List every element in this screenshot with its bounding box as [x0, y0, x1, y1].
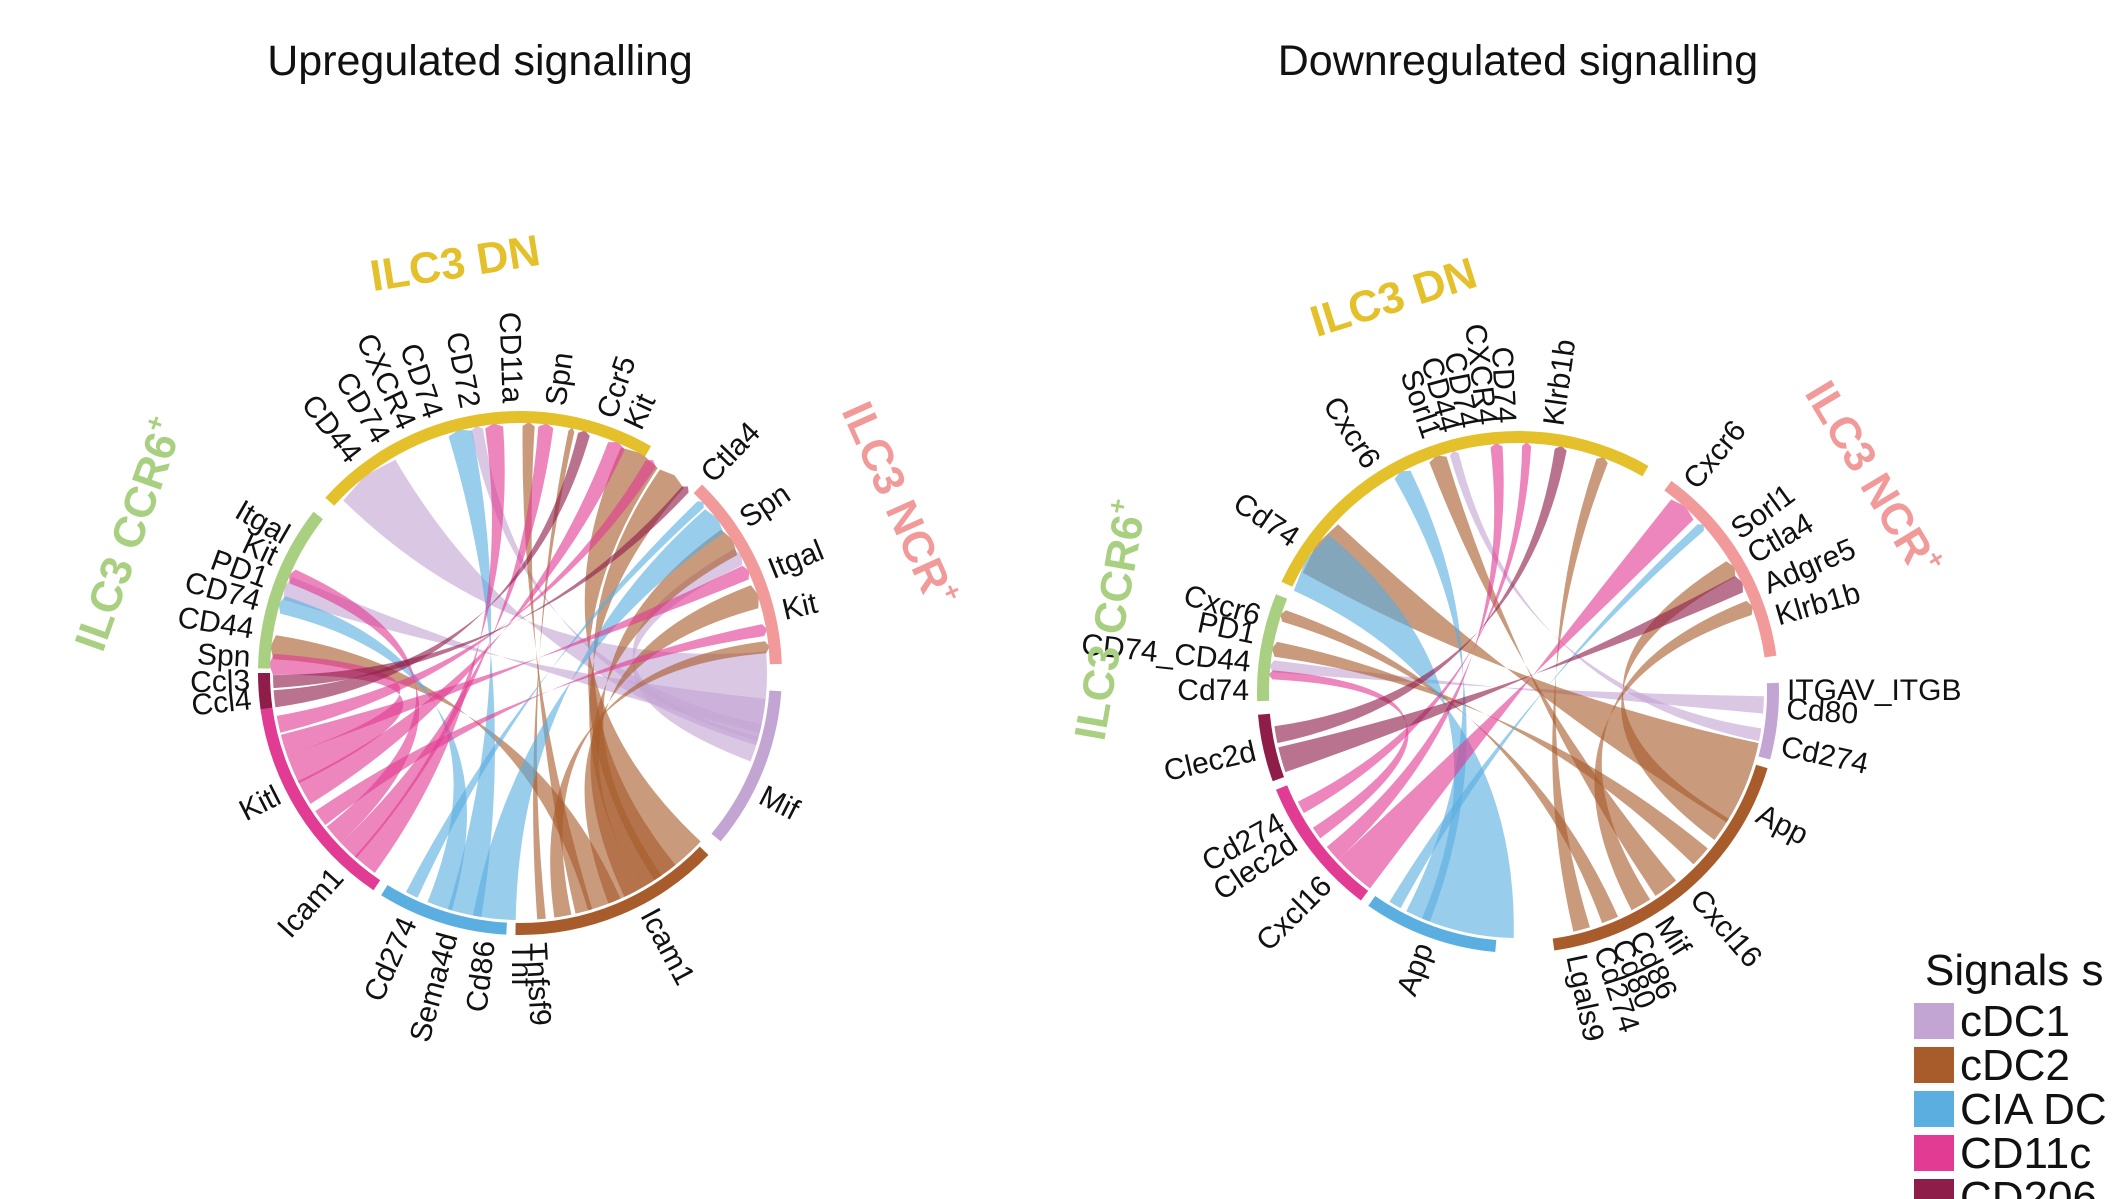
- chord-link-cia-dc-15: [405, 501, 704, 898]
- gene-label-cd274: Cd274: [1778, 730, 1871, 781]
- gene-label-cd74: CD74: [1485, 346, 1522, 424]
- group-label-text: ILC3 NCR: [832, 395, 959, 600]
- legend-label-cdc2: cDC2: [1960, 1041, 2070, 1090]
- group-label-sup: +: [1101, 496, 1133, 516]
- gene-label-cd72: CD72: [439, 329, 486, 411]
- gene-label-app: App: [1391, 939, 1440, 1000]
- gene-label-icam1: Icam1: [634, 903, 701, 991]
- chord-link-cd206-24: [273, 430, 590, 708]
- chord-link-cd11c-20: [297, 441, 625, 804]
- chord-link-cdc2-5: [1429, 455, 1677, 896]
- chord-link-cd11c-21: [269, 653, 404, 784]
- gene-label-ctla4: Ctla4: [695, 416, 767, 489]
- gene-label-klrb1b: Klrb1b: [1538, 337, 1583, 427]
- legend-swatch-cdc2: [1914, 1047, 1954, 1083]
- gene-label-cd86: Cd86: [460, 939, 501, 1014]
- group-arc-cd11c: [1276, 785, 1369, 901]
- gene-label-spn: Spn: [734, 477, 797, 534]
- group-arc-cia-dc: [1368, 895, 1497, 953]
- chord-link-cia-dc-12: [472, 509, 724, 920]
- gene-label-clec2d: Clec2d: [1161, 735, 1259, 788]
- group-label-ilc3-ncr: ILC3 NCR+: [832, 393, 969, 614]
- legend-label-cdc1: cDC1: [1960, 997, 2070, 1046]
- gene-label-spn: Spn: [540, 350, 580, 407]
- gene-label-tnf: Tnf: [505, 943, 538, 987]
- group-label-text: ILC3 DN: [367, 226, 544, 301]
- legend-swatch-cia-dc: [1914, 1091, 1954, 1127]
- gene-label-cd11a: CD11a: [492, 311, 528, 404]
- group-arc-ilc3-ncr: [1664, 480, 1777, 658]
- chord-link-cdc1-0: [1269, 660, 1764, 714]
- chord-link-cd11c-12: [1338, 499, 1694, 889]
- chord-link-cdc2-2: [1302, 524, 1759, 823]
- group-arc-cdc2: [515, 846, 709, 935]
- gene-label-kit: Kit: [779, 587, 821, 627]
- gene-label-cxcl16: Cxcl16: [1683, 883, 1768, 974]
- gene-label-icam1: Icam1: [271, 862, 350, 945]
- gene-label-cxcr6: Cxcr6: [1316, 391, 1386, 475]
- group-label-text: ILC3 NCR: [1796, 373, 1943, 572]
- chord-link-cia-dc-13: [447, 429, 495, 917]
- chord-link-cia-dc-10: [1394, 470, 1467, 922]
- legend-swatch-cd206: [1914, 1179, 1954, 1199]
- gene-label-mif: Mif: [754, 779, 805, 827]
- group-label-text: ILC3 DN: [1305, 248, 1483, 346]
- links: [1268, 442, 1764, 938]
- gene-label-cxcl16: Cxcl16: [1250, 869, 1338, 957]
- gene-label-cd274: Cd274: [358, 912, 424, 1006]
- gene-label-tnfsf9: Tnfsf9: [519, 942, 556, 1027]
- group-label-text: ILC3 CCR6: [1065, 511, 1153, 743]
- gene-label-spn: Spn: [196, 638, 251, 674]
- gene-label-cxcr6: Cxcr6: [1677, 414, 1753, 495]
- legend-label-cd206: CD206: [1960, 1173, 2097, 1199]
- chord-link-cd11c-22: [280, 565, 750, 756]
- group-label-ilc3-dn: ILC3 DN: [1305, 248, 1483, 346]
- chord-link-cdc2-8: [270, 635, 621, 911]
- links: [269, 422, 770, 920]
- group-label-ilc3-dn: ILC3 DN: [367, 226, 544, 301]
- gene-label-kitl: Kitl: [234, 779, 286, 827]
- gene-label-itgal: Itgal: [764, 534, 829, 586]
- legend-swatch-cd11c: [1914, 1135, 1954, 1171]
- chart-title: Downregulated signalling: [1278, 37, 1758, 85]
- legend-label-cd11c: CD11c: [1960, 1129, 2091, 1178]
- group-arc-cdc1: [1758, 682, 1780, 760]
- group-arc-cd11c: [260, 707, 381, 891]
- group-arc-cdc1: [711, 690, 782, 842]
- gene-label-itgav-itgb: ITGAV_ITGB: [1787, 674, 1961, 707]
- gene-label-cd80: Cd80: [1785, 693, 1859, 731]
- gene-label-app: App: [1751, 798, 1814, 852]
- chord-link-cia-dc-11: [1389, 524, 1704, 909]
- legend-label-cia-dc: CIA DC: [1960, 1085, 2107, 1134]
- gene-label-cd74: Cd74: [1177, 674, 1249, 707]
- group-arc-cd206: [1257, 713, 1285, 782]
- group-label-ilc3-ccr6: ILC3 CCR6+: [1062, 496, 1156, 744]
- gene-label-cd74: Cd74: [1227, 486, 1305, 553]
- chart-title: Upregulated signalling: [267, 37, 693, 85]
- legend-swatch-cdc1: [1914, 1003, 1954, 1039]
- group-arc-ilc3-ccr6: [1257, 594, 1288, 702]
- chord-link-cd206-17: [1274, 445, 1567, 744]
- group-arc-ilc3-ccr6: [258, 511, 323, 669]
- chord-link-cdc2-6: [1594, 600, 1753, 911]
- chord-diagram-upregulated: Upregulated signallingCD44CD74CXCR4CD74C…: [62, 37, 969, 1046]
- gene-label-ccl3: Ccl3: [190, 664, 251, 699]
- chord-link-cd206-16: [1278, 576, 1743, 773]
- chord-link-cia-dc-9: [1293, 534, 1514, 938]
- gene-label-ccl4: Ccl4: [190, 683, 253, 722]
- group-arc-ilc3-dn: [325, 410, 651, 506]
- group-arc-ilc3-ncr: [693, 484, 782, 665]
- group-label-text: ILC3 CCR6: [65, 426, 187, 657]
- group-arc-cd206: [258, 673, 273, 710]
- chord-link-cia-dc-14: [278, 596, 467, 911]
- group-label-ilc3-ccr6: ILC3 CCR6+: [62, 411, 193, 657]
- chord-link-cdc2-11: [533, 427, 575, 920]
- legend-title: Signals s: [1925, 946, 2104, 995]
- chord-link-cd11c-16: [354, 423, 505, 873]
- group-arc-cia-dc: [381, 885, 507, 935]
